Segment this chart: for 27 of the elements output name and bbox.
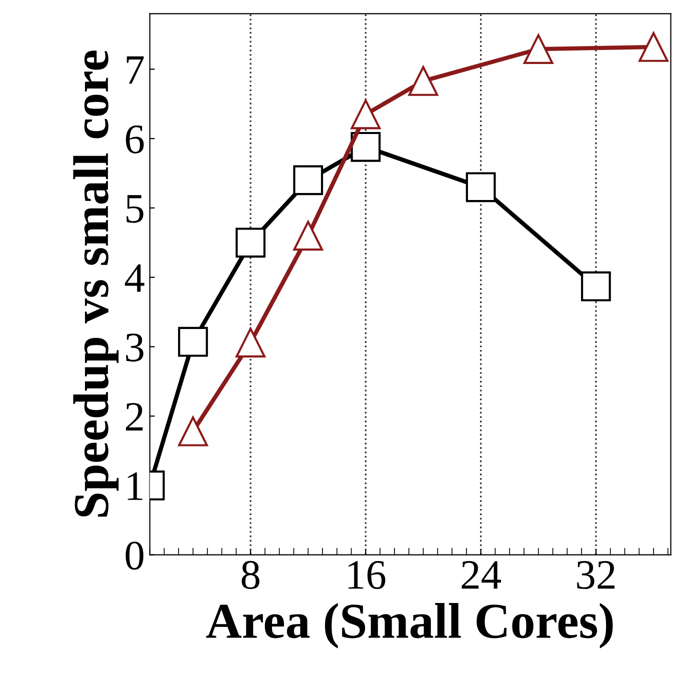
- y-tick-label: 3: [126, 334, 144, 362]
- x-tick-label: 8: [242, 560, 260, 590]
- point: [178, 326, 208, 357]
- point: [408, 66, 438, 96]
- y-axis-title: Speedup vs small core: [73, 50, 119, 517]
- point: [638, 32, 668, 62]
- point: [350, 132, 381, 162]
- x-axis-title: Area (Small Cores): [206, 603, 613, 648]
- point: [350, 99, 381, 130]
- point: [178, 416, 208, 446]
- point: [466, 172, 496, 202]
- point: [293, 165, 324, 196]
- y-tick-label: 7: [126, 56, 144, 84]
- point: [523, 34, 554, 64]
- y-tick-label: 1: [128, 472, 142, 500]
- y-tick-label: 6: [126, 125, 144, 154]
- point: [581, 271, 611, 302]
- y-tick-label: 4: [124, 264, 144, 292]
- x-tick-label: 24: [462, 561, 501, 589]
- point: [293, 220, 324, 251]
- x-tick-label: 32: [577, 561, 614, 590]
- point: [236, 328, 266, 358]
- point: [236, 228, 266, 258]
- x-tick-label: 16: [348, 561, 386, 590]
- y-tick-label: 0: [126, 542, 144, 570]
- y-tick-label: 2: [126, 402, 143, 431]
- y-tick-label: 5: [126, 195, 144, 223]
